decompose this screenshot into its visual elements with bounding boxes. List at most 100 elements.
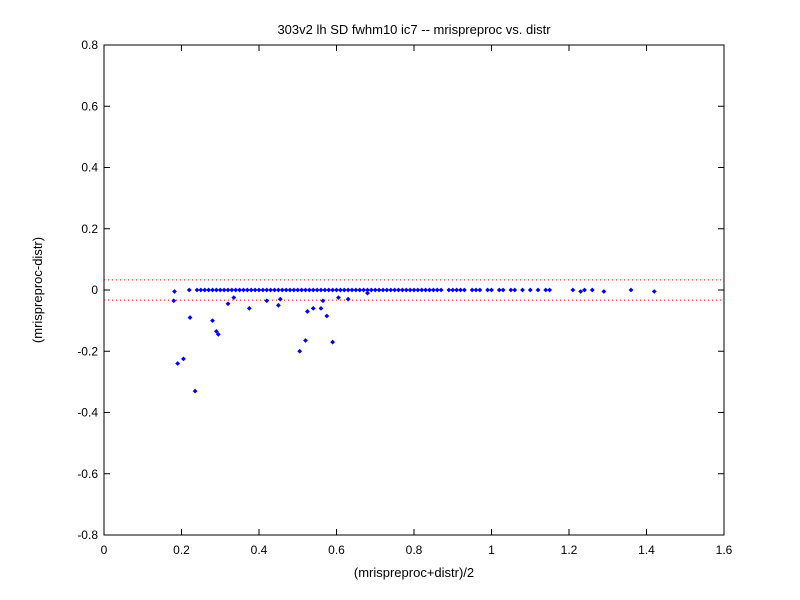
data-point [337, 287, 343, 293]
data-point [458, 287, 463, 293]
data-point [318, 305, 324, 311]
data-point [512, 287, 518, 293]
x-tick-label: 0.8 [406, 543, 423, 557]
data-point [570, 287, 576, 293]
data-point [485, 287, 491, 293]
data-point [213, 328, 219, 334]
data-point [303, 287, 308, 293]
data-point [275, 302, 281, 308]
data-point [248, 287, 254, 293]
data-point [217, 287, 223, 293]
data-point [376, 287, 382, 293]
y-tick-label: -0.8 [77, 528, 98, 542]
data-point [213, 287, 219, 293]
data-point [268, 287, 274, 293]
x-tick-label: 0.4 [251, 543, 268, 557]
data-point [237, 287, 243, 293]
data-point [310, 305, 316, 311]
y-tick-label: 0.8 [81, 38, 98, 52]
data-point [353, 287, 359, 293]
data-point [221, 287, 227, 293]
data-point [446, 287, 452, 293]
data-point [578, 289, 584, 294]
data-point [210, 287, 215, 293]
data-point [256, 287, 262, 293]
data-point [372, 287, 378, 293]
data-point [233, 287, 239, 293]
data-point [388, 287, 394, 293]
data-point [283, 287, 289, 293]
data-point [279, 287, 285, 293]
data-point [330, 339, 336, 345]
data-point [427, 287, 432, 293]
data-point [314, 287, 320, 293]
data-point [489, 287, 494, 293]
data-point [407, 287, 413, 293]
data-point [272, 287, 277, 293]
x-tick-label: 1.4 [638, 543, 655, 557]
data-point [589, 287, 595, 293]
data-point [461, 287, 467, 293]
data-point [334, 287, 339, 293]
x-tick-label: 0.6 [328, 543, 345, 557]
data-point [326, 287, 332, 293]
data-point [194, 287, 200, 293]
data-point [450, 287, 456, 293]
data-point [287, 287, 293, 293]
y-axis-label: (mrispreproc-distr) [30, 237, 45, 343]
data-point [341, 287, 347, 293]
data-point [336, 295, 341, 301]
data-point [582, 287, 587, 293]
data-point [229, 287, 235, 293]
data-point [345, 287, 351, 293]
data-point [438, 287, 444, 293]
data-point [547, 287, 553, 293]
data-point [384, 287, 390, 293]
x-tick-label: 0 [101, 543, 108, 557]
data-point [454, 287, 460, 293]
reference-lines [104, 279, 724, 301]
data-point [324, 313, 330, 319]
data-point [318, 287, 324, 293]
data-point [295, 287, 301, 293]
data-point [601, 289, 607, 294]
data-point [368, 287, 374, 293]
data-point [225, 301, 231, 307]
data-point [520, 287, 525, 293]
data-point [175, 361, 181, 366]
data-point [297, 348, 303, 354]
data-point [225, 287, 231, 293]
data-point [181, 356, 186, 362]
data-point [628, 287, 634, 293]
data-point [171, 298, 177, 304]
data-point [322, 287, 328, 293]
y-tick-label: 0.4 [81, 161, 98, 175]
y-tick-label: -0.6 [77, 467, 98, 481]
data-point [380, 287, 386, 293]
data-point [303, 338, 308, 343]
data-point [651, 289, 657, 294]
data-point [291, 287, 297, 293]
data-point [543, 287, 549, 293]
data-point [206, 287, 212, 293]
data-point [535, 287, 541, 293]
data-point [365, 287, 370, 293]
y-tick-label: 0 [91, 283, 98, 297]
y-tick-label: 0.6 [81, 99, 98, 113]
data-point [403, 287, 409, 293]
data-point [246, 305, 252, 311]
data-point [210, 318, 215, 324]
data-point [527, 287, 533, 293]
data-point [477, 287, 483, 293]
data-point [508, 287, 514, 293]
data-point [260, 287, 266, 293]
data-point [365, 290, 370, 296]
data-point [419, 287, 425, 293]
data-point [423, 287, 429, 293]
data-point [305, 309, 310, 314]
data-point [231, 295, 237, 301]
data-point [241, 287, 246, 293]
data-point [496, 287, 502, 293]
x-tick-label: 1.6 [716, 543, 733, 557]
